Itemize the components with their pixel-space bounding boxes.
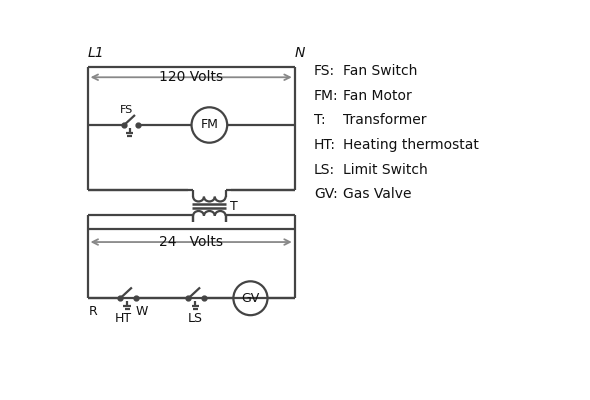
Text: T: T [230, 200, 237, 213]
Text: R: R [88, 305, 97, 318]
Text: Fan Switch: Fan Switch [343, 64, 418, 78]
Text: 24   Volts: 24 Volts [159, 235, 223, 249]
Text: FM: FM [201, 118, 218, 132]
Text: Heating thermostat: Heating thermostat [343, 138, 479, 152]
Text: GV:: GV: [314, 187, 337, 201]
Text: 120 Volts: 120 Volts [159, 70, 223, 84]
Text: Fan Motor: Fan Motor [343, 89, 412, 103]
Text: LS: LS [188, 312, 203, 325]
Text: FS: FS [120, 105, 133, 115]
Text: T:: T: [314, 113, 326, 127]
Text: N: N [294, 46, 305, 60]
Text: L1: L1 [88, 46, 104, 60]
Text: Limit Switch: Limit Switch [343, 163, 428, 177]
Text: LS:: LS: [314, 163, 335, 177]
Text: HT:: HT: [314, 138, 336, 152]
Text: GV: GV [241, 292, 260, 305]
Text: FS:: FS: [314, 64, 335, 78]
Text: Transformer: Transformer [343, 113, 427, 127]
Text: HT: HT [115, 312, 132, 325]
Text: FM:: FM: [314, 89, 339, 103]
Text: W: W [136, 305, 148, 318]
Text: Gas Valve: Gas Valve [343, 187, 412, 201]
